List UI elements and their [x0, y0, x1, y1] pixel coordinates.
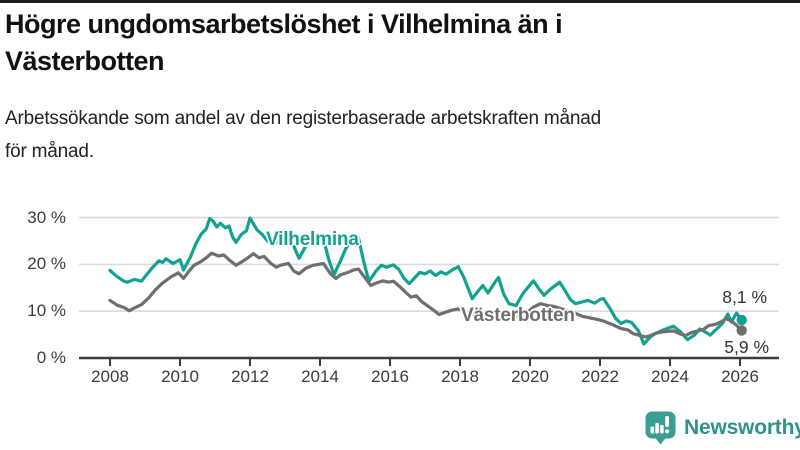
brand-name: Newsworthy — [684, 416, 800, 439]
x-axis-tick-label: 2016 — [371, 367, 409, 386]
bar-chart-speech-bubble-icon — [645, 411, 676, 445]
series-label-vilhelmina: Vilhelmina — [266, 229, 359, 250]
x-axis-tick-label: 2026 — [721, 367, 759, 386]
page-title: Högre ungdomsarbetslöshet i Vilhelmina ä… — [5, 6, 792, 80]
series-label-vasterbotten: Västerbotten — [461, 305, 575, 326]
end-value-label-vasterbotten: 5,9 % — [724, 337, 769, 357]
chart-subtitle: Arbetssökande som andel av den registerb… — [5, 102, 792, 168]
x-axis-tick-label: 2014 — [301, 367, 339, 386]
top-border — [0, 0, 800, 3]
x-axis-tick-label: 2008 — [91, 367, 129, 386]
page-title-line-1: Högre ungdomsarbetslöshet i Vilhelmina ä… — [5, 9, 563, 39]
chart-subtitle-line-1: Arbetssökande som andel av den registerb… — [5, 108, 602, 129]
chart-subtitle-line-2: för månad. — [5, 141, 94, 162]
y-axis-tick-label: 30 % — [27, 207, 66, 227]
y-axis-tick-label: 0 % — [36, 348, 66, 367]
newsworthy-logo[interactable]: Newsworthy — [645, 411, 800, 445]
x-axis-tick-label: 2018 — [441, 367, 479, 386]
x-axis-tick-label: 2010 — [161, 367, 199, 386]
end-value-label-vilhelmina: 8,1 % — [722, 287, 767, 307]
y-axis-tick-label: 20 % — [27, 254, 66, 274]
x-axis-tick-label: 2012 — [231, 367, 269, 386]
y-axis-tick-label: 10 % — [27, 301, 66, 321]
x-axis-tick-label: 2020 — [511, 367, 549, 386]
page-title-line-2: Västerbotten — [5, 46, 165, 76]
x-axis-tick-label: 2022 — [581, 367, 619, 386]
x-axis-tick-label: 2024 — [651, 367, 689, 386]
